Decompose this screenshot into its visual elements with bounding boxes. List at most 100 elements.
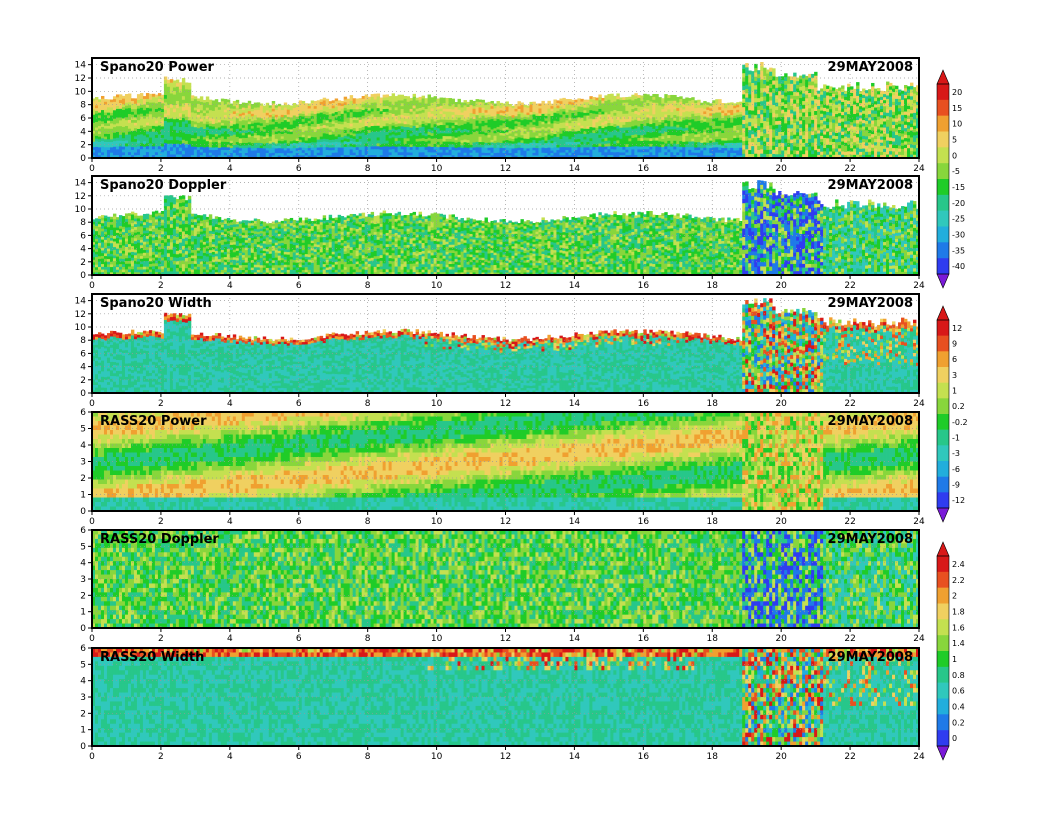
y-tick-label: 3 xyxy=(80,575,86,585)
panel-title: Spano20 Power xyxy=(100,60,215,75)
x-tick-label: 18 xyxy=(707,517,719,527)
y-tick-label: 1 xyxy=(80,726,86,736)
colorbar-label: -6 xyxy=(952,465,960,474)
x-tick-label: 24 xyxy=(913,517,925,527)
y-tick-label: 0 xyxy=(80,271,86,281)
panel-date: 29MAY2008 xyxy=(828,296,913,311)
colorbar-bottom-triangle xyxy=(937,274,949,288)
y-tick-label: 2 xyxy=(80,258,86,268)
x-tick-label: 4 xyxy=(227,281,233,291)
x-tick-label: 24 xyxy=(913,634,925,644)
x-tick-label: 10 xyxy=(431,281,443,291)
x-tick-label: 4 xyxy=(227,164,233,174)
x-tick-label: 18 xyxy=(707,281,719,291)
colorbars-layer: 20151050-5-15-20-25-30-35-401296310.2-0.… xyxy=(937,70,968,760)
colorbar-label: 0.2 xyxy=(952,402,965,411)
x-tick-label: 2 xyxy=(158,752,164,762)
colorbar-swatch xyxy=(937,683,949,699)
y-tick-label: 0 xyxy=(80,154,86,164)
colorbar-label: -5 xyxy=(952,167,960,176)
panel-date: 29MAY2008 xyxy=(828,650,913,665)
x-tick-label: 20 xyxy=(775,634,787,644)
colorbar-swatch xyxy=(937,667,949,683)
colorbar-swatch xyxy=(937,211,949,227)
colorbar-label: 15 xyxy=(952,104,962,113)
colorbar-swatch xyxy=(937,132,949,148)
y-tick-label: 10 xyxy=(75,205,87,215)
colorbar-label: 12 xyxy=(952,324,962,333)
colorbar-label: -25 xyxy=(952,215,965,224)
x-tick-label: 24 xyxy=(913,752,925,762)
colorbar-swatch xyxy=(937,398,949,414)
x-tick-label: 20 xyxy=(775,281,787,291)
y-tick-label: 1 xyxy=(80,608,86,618)
x-tick-label: 18 xyxy=(707,634,719,644)
y-tick-label: 6 xyxy=(80,644,86,654)
colorbar-swatch xyxy=(937,699,949,715)
x-tick-label: 0 xyxy=(89,399,95,409)
x-tick-label: 12 xyxy=(500,281,511,291)
x-tick-label: 16 xyxy=(638,752,650,762)
panel-title: RASS20 Width xyxy=(100,650,204,665)
panel-date: 29MAY2008 xyxy=(828,532,913,547)
x-tick-label: 20 xyxy=(775,752,787,762)
x-tick-label: 24 xyxy=(913,281,925,291)
colorbar-label: -1 xyxy=(952,434,960,443)
colorbar-2: 2.42.221.81.61.410.80.60.40.20 xyxy=(937,542,965,760)
colorbar-swatch xyxy=(937,179,949,195)
colorbar-swatch xyxy=(937,492,949,508)
colorbar-label: 6 xyxy=(952,355,957,364)
colorbar-swatch xyxy=(937,163,949,179)
panel-date: 29MAY2008 xyxy=(828,414,913,429)
colorbar-label: 1.4 xyxy=(952,639,965,648)
x-tick-label: 22 xyxy=(844,164,855,174)
x-tick-label: 12 xyxy=(500,634,511,644)
y-tick-label: 0 xyxy=(80,507,86,517)
x-tick-label: 20 xyxy=(775,517,787,527)
panel-date: 29MAY2008 xyxy=(828,60,913,75)
y-tick-label: 1 xyxy=(80,491,86,501)
y-tick-label: 12 xyxy=(75,310,86,320)
x-tick-label: 4 xyxy=(227,517,233,527)
colorbar-bottom-triangle xyxy=(937,746,949,760)
x-tick-label: 14 xyxy=(569,164,581,174)
y-tick-label: 4 xyxy=(80,677,86,687)
colorbar-top-triangle xyxy=(937,70,949,84)
colorbar-label: 2.2 xyxy=(952,576,965,585)
y-tick-label: 12 xyxy=(75,74,86,84)
x-tick-label: 12 xyxy=(500,752,511,762)
y-tick-label: 0 xyxy=(80,742,86,752)
colorbar-label: -12 xyxy=(952,496,965,505)
x-tick-label: 18 xyxy=(707,164,719,174)
x-tick-label: 10 xyxy=(431,517,443,527)
x-tick-label: 20 xyxy=(775,164,787,174)
x-tick-label: 12 xyxy=(500,164,511,174)
x-tick-label: 8 xyxy=(365,164,371,174)
colorbar-label: -0.2 xyxy=(952,418,968,427)
colorbar-label: 0 xyxy=(952,151,957,160)
x-tick-label: 16 xyxy=(638,281,650,291)
colorbar-label: -40 xyxy=(952,262,965,271)
x-tick-label: 6 xyxy=(296,399,302,409)
y-tick-label: 4 xyxy=(80,363,86,373)
panel-title: Spano20 Width xyxy=(100,296,212,311)
colorbar-swatch xyxy=(937,367,949,383)
y-tick-label: 14 xyxy=(75,179,87,189)
colorbar-label: 0.4 xyxy=(952,702,965,711)
x-tick-label: 24 xyxy=(913,164,925,174)
colorbar-label: -35 xyxy=(952,246,965,255)
x-tick-label: 10 xyxy=(431,399,443,409)
colorbar-label: 0 xyxy=(952,734,957,743)
x-tick-label: 0 xyxy=(89,517,95,527)
x-tick-label: 0 xyxy=(89,281,95,291)
x-tick-label: 18 xyxy=(707,752,719,762)
x-tick-label: 12 xyxy=(500,517,511,527)
colorbar-label: -3 xyxy=(952,449,960,458)
x-tick-label: 14 xyxy=(569,517,581,527)
x-tick-label: 12 xyxy=(500,399,511,409)
x-tick-label: 4 xyxy=(227,752,233,762)
